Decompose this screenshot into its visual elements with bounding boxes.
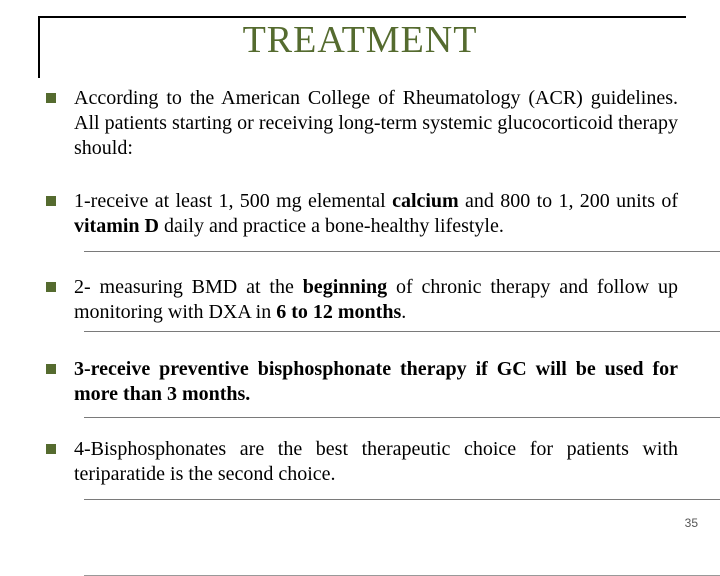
list-item: 3-receive preventive bisphosphonate ther…: [46, 357, 678, 407]
item-underline: [84, 331, 720, 332]
list-item-text: 3-receive preventive bisphosphonate ther…: [74, 357, 678, 407]
list-item-text: According to the American College of Rhe…: [74, 86, 678, 161]
square-bullet-icon: [46, 196, 56, 206]
list-item-text: 4-Bisphosphonates are the best therapeut…: [74, 437, 678, 487]
list-item-text: 1-receive at least 1, 500 mg elemental c…: [74, 189, 678, 239]
item-underline: [84, 251, 720, 252]
item-underline: [84, 499, 720, 500]
square-bullet-icon: [46, 282, 56, 292]
square-bullet-icon: [46, 364, 56, 374]
bullet-list: According to the American College of Rhe…: [46, 86, 678, 487]
list-item: 2- measuring BMD at the beginning of chr…: [46, 275, 678, 325]
square-bullet-icon: [46, 444, 56, 454]
list-item: 4-Bisphosphonates are the best therapeut…: [46, 437, 678, 487]
square-bullet-icon: [46, 93, 56, 103]
list-item-text: 2- measuring BMD at the beginning of chr…: [74, 275, 678, 325]
page-number: 35: [685, 516, 698, 530]
item-underline: [84, 417, 720, 418]
list-item: According to the American College of Rhe…: [46, 86, 678, 161]
list-item: 1-receive at least 1, 500 mg elemental c…: [46, 189, 678, 239]
page-title: TREATMENT: [0, 18, 720, 62]
